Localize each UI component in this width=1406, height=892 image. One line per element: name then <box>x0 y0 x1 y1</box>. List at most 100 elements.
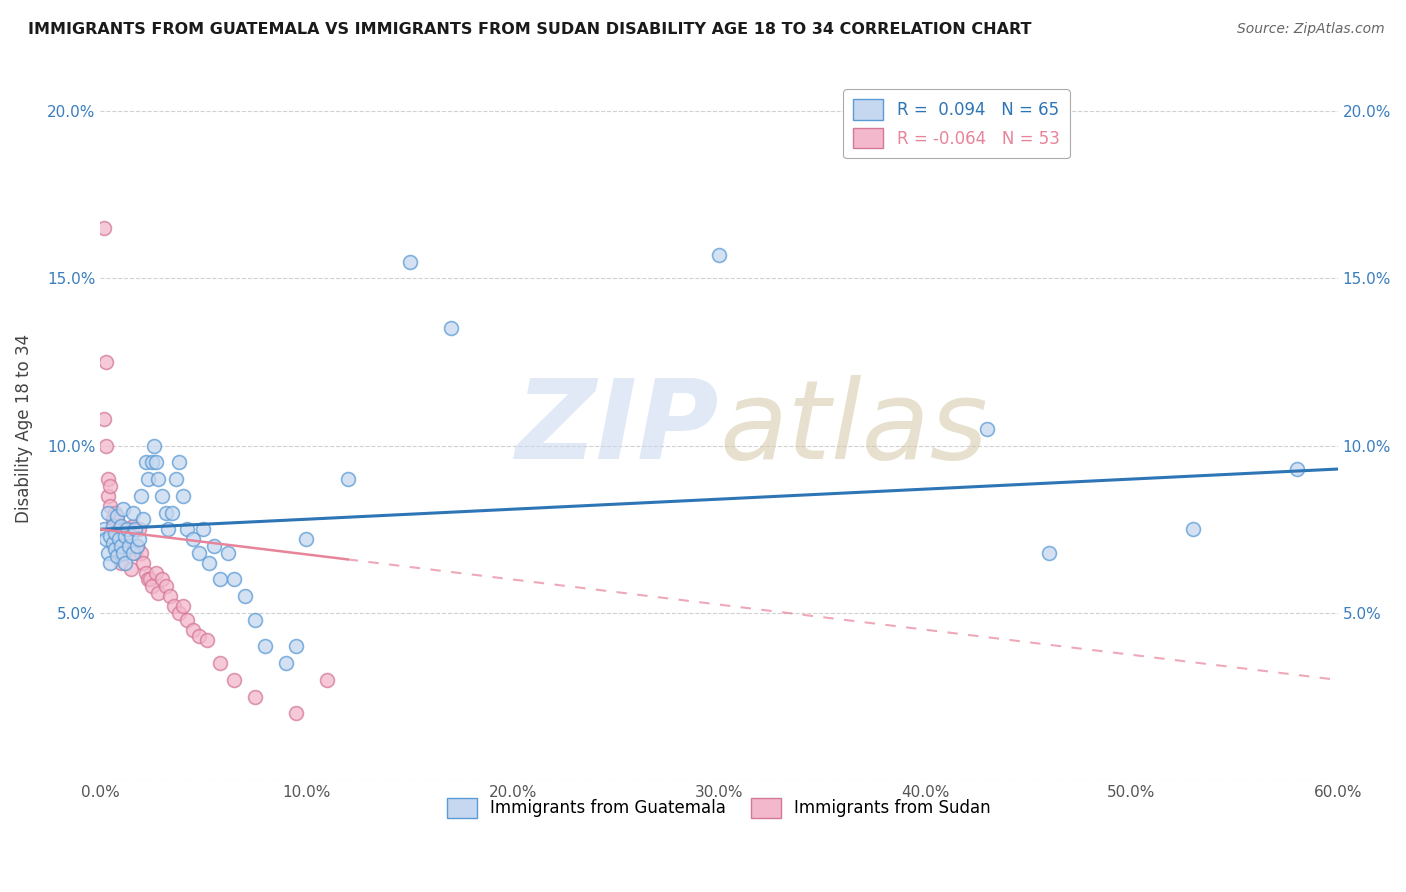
Point <box>167 455 190 469</box>
Point <box>176 613 198 627</box>
Point <box>141 579 163 593</box>
Point <box>707 248 730 262</box>
Point <box>128 533 150 547</box>
Point <box>145 566 167 580</box>
Point <box>97 506 120 520</box>
Point <box>155 506 177 520</box>
Point <box>115 522 138 536</box>
Point <box>111 539 134 553</box>
Point <box>208 656 231 670</box>
Point <box>316 673 339 687</box>
Point <box>115 533 138 547</box>
Point <box>111 522 134 536</box>
Point <box>208 573 231 587</box>
Point <box>172 489 194 503</box>
Point <box>134 455 156 469</box>
Point <box>96 439 118 453</box>
Point <box>107 522 129 536</box>
Point <box>202 539 225 553</box>
Point <box>101 522 124 536</box>
Point <box>110 533 132 547</box>
Point <box>114 546 136 560</box>
Point <box>107 546 129 560</box>
Point <box>101 519 124 533</box>
Point <box>224 573 246 587</box>
Point <box>110 539 132 553</box>
Point <box>103 506 125 520</box>
Point <box>172 599 194 614</box>
Point <box>107 533 129 547</box>
Point <box>193 522 215 536</box>
Point <box>224 673 246 687</box>
Point <box>336 472 359 486</box>
Point <box>295 533 318 547</box>
Point <box>110 556 132 570</box>
Point <box>120 562 142 576</box>
Point <box>131 546 153 560</box>
Point <box>114 529 136 543</box>
Text: atlas: atlas <box>718 376 987 483</box>
Point <box>138 573 160 587</box>
Point <box>233 589 256 603</box>
Point <box>105 508 128 523</box>
Point <box>141 455 163 469</box>
Point <box>132 512 155 526</box>
Point <box>100 499 122 513</box>
Point <box>105 549 128 563</box>
Point <box>97 472 120 486</box>
Point <box>122 546 145 560</box>
Point <box>188 629 211 643</box>
Point <box>181 533 204 547</box>
Point <box>101 512 124 526</box>
Point <box>100 479 122 493</box>
Point <box>136 472 159 486</box>
Point <box>145 455 167 469</box>
Point <box>157 522 180 536</box>
Point <box>197 632 219 647</box>
Point <box>127 539 149 553</box>
Text: Source: ZipAtlas.com: Source: ZipAtlas.com <box>1237 22 1385 37</box>
Point <box>1285 462 1308 476</box>
Point <box>128 522 150 536</box>
Point <box>243 613 266 627</box>
Point <box>105 533 128 547</box>
Point <box>155 579 177 593</box>
Point <box>103 533 125 547</box>
Point <box>976 422 998 436</box>
Point <box>176 522 198 536</box>
Point <box>124 546 146 560</box>
Point <box>100 556 122 570</box>
Point <box>167 606 190 620</box>
Point <box>131 489 153 503</box>
Point <box>181 623 204 637</box>
Point <box>274 656 297 670</box>
Point <box>150 573 173 587</box>
Point <box>217 546 239 560</box>
Point <box>93 221 115 235</box>
Text: IMMIGRANTS FROM GUATEMALA VS IMMIGRANTS FROM SUDAN DISABILITY AGE 18 TO 34 CORRE: IMMIGRANTS FROM GUATEMALA VS IMMIGRANTS … <box>28 22 1032 37</box>
Point <box>127 539 149 553</box>
Point <box>159 589 181 603</box>
Point <box>93 412 115 426</box>
Point <box>122 506 145 520</box>
Point <box>146 472 169 486</box>
Point <box>254 640 277 654</box>
Text: ZIP: ZIP <box>516 376 718 483</box>
Point <box>118 522 141 536</box>
Point <box>198 556 221 570</box>
Point <box>440 321 463 335</box>
Point <box>165 472 187 486</box>
Point <box>163 599 186 614</box>
Point <box>114 556 136 570</box>
Point <box>103 542 125 557</box>
Point <box>1038 546 1060 560</box>
Point <box>120 539 142 553</box>
Point <box>118 539 141 553</box>
Point <box>100 529 122 543</box>
Point <box>111 546 134 560</box>
Point <box>105 546 128 560</box>
Point <box>96 533 118 547</box>
Point <box>96 355 118 369</box>
Point <box>124 522 146 536</box>
Point <box>285 706 308 721</box>
